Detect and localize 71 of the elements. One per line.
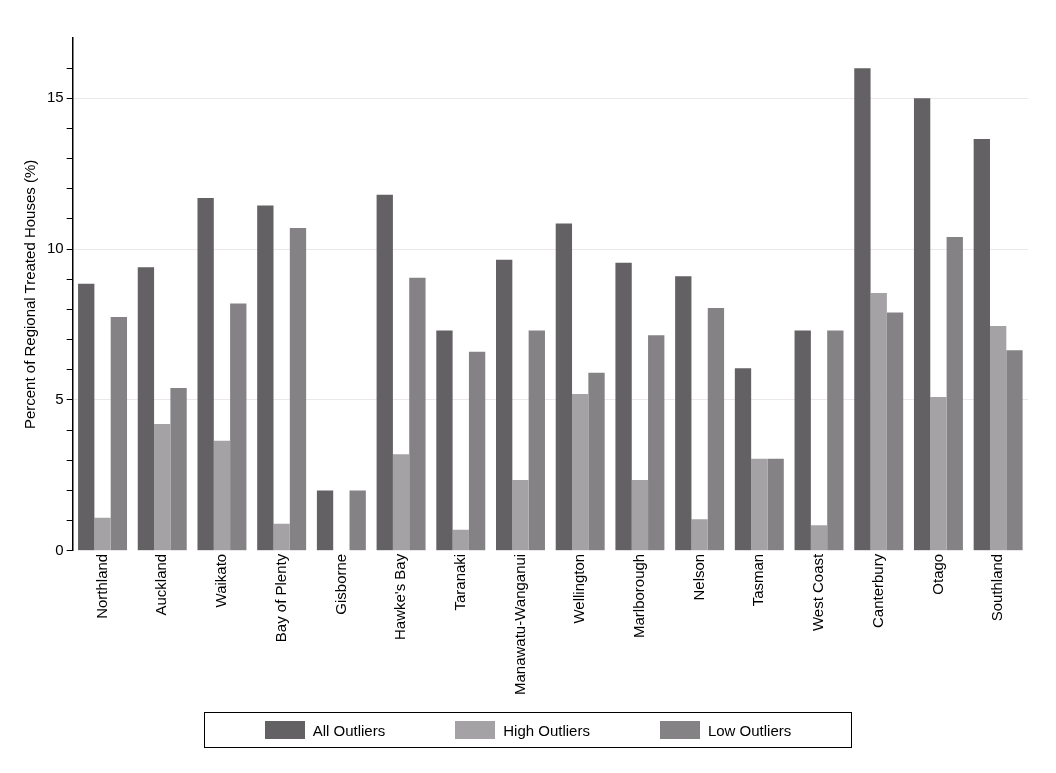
- x-tick-label: Waikato: [212, 553, 230, 608]
- bar: [468, 351, 486, 551]
- bar: [316, 490, 334, 551]
- bar: [870, 292, 887, 551]
- bar: [555, 223, 573, 551]
- bar: [512, 479, 529, 551]
- bar: [436, 330, 453, 551]
- x-tick-label: Southland: [988, 553, 1006, 622]
- bar: [648, 335, 665, 551]
- bar: [767, 458, 784, 551]
- bar: [197, 197, 214, 551]
- y-tick-label: 5: [55, 390, 64, 408]
- bar: [794, 330, 811, 551]
- bar: [257, 205, 274, 551]
- bar: [289, 228, 307, 551]
- bar: [989, 326, 1007, 551]
- bar: [154, 424, 171, 551]
- x-tick-label: Canterbury: [868, 553, 886, 629]
- bar: [213, 440, 231, 551]
- bar: [78, 283, 95, 551]
- bar: [734, 368, 752, 551]
- legend-label: Low Outliers: [707, 721, 792, 739]
- bar: [1006, 350, 1023, 551]
- x-tick-label: Wellington: [570, 553, 588, 624]
- bar: [110, 317, 128, 551]
- y-axis-title: Percent of Regional Treated Houses (%): [21, 159, 39, 430]
- bar: [528, 330, 545, 551]
- x-tick-label: Northland: [92, 553, 110, 619]
- x-tick-label: Bay of Plenty: [271, 553, 289, 643]
- x-tick-label: Nelson: [689, 553, 707, 601]
- bar: [376, 194, 393, 551]
- bar: [913, 98, 931, 551]
- legend-label: High Outliers: [503, 721, 590, 739]
- bar: [973, 139, 990, 551]
- x-tick-label: Manawatu-Wanganui: [510, 553, 528, 696]
- x-tick-label: Gisborne: [331, 553, 349, 615]
- bar: [137, 267, 155, 551]
- x-tick-label: Otago: [928, 553, 946, 595]
- bar: [94, 517, 111, 551]
- legend-label: All Outliers: [312, 721, 386, 739]
- bar: [930, 396, 947, 551]
- x-tick-label: Tasman: [749, 553, 767, 607]
- bar: [452, 529, 469, 551]
- bar: [810, 525, 828, 551]
- bar: [349, 490, 366, 551]
- x-tick-label: Auckland: [152, 553, 170, 616]
- bar: [496, 259, 513, 551]
- bar: [230, 303, 247, 551]
- bar: [588, 372, 605, 551]
- bar: [631, 479, 649, 551]
- bar: [392, 454, 410, 551]
- bar: [273, 523, 290, 551]
- bar: [572, 393, 589, 551]
- bar: [707, 307, 725, 551]
- bar: [170, 387, 187, 551]
- bar: [827, 330, 844, 551]
- y-tick-label: 0: [55, 540, 64, 558]
- y-tick-label: 15: [47, 88, 64, 106]
- y-tick-label: 10: [47, 239, 64, 257]
- bar: [751, 458, 768, 551]
- bar: [886, 312, 904, 551]
- bar: [409, 277, 426, 551]
- bar: [946, 237, 963, 551]
- bar: [675, 276, 692, 551]
- x-tick-label: Marlborough: [630, 553, 648, 639]
- bar: [615, 262, 632, 551]
- x-tick-label: West Coast: [809, 552, 827, 632]
- x-tick-label: Hawke's Bay: [391, 553, 409, 641]
- bar: [691, 519, 708, 551]
- x-tick-label: Taranaki: [450, 553, 468, 611]
- bar: [854, 68, 871, 551]
